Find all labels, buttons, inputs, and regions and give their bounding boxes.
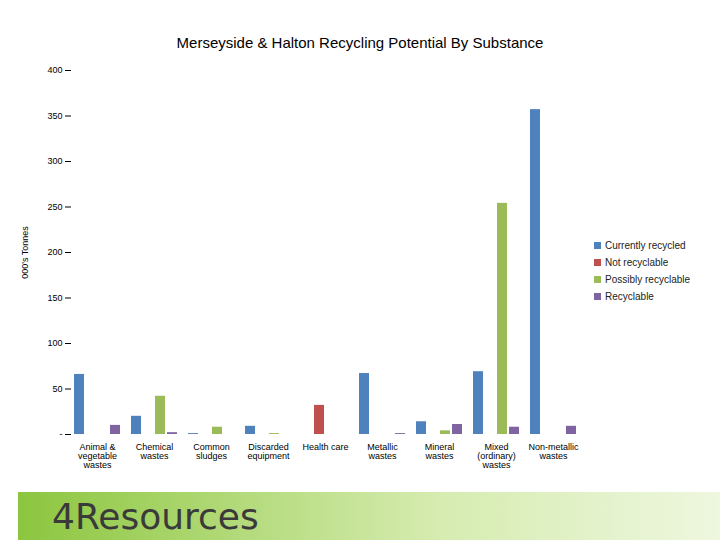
svg-text:150: 150	[47, 293, 62, 303]
svg-text:000's Tonnes: 000's Tonnes	[20, 226, 30, 279]
svg-text:300: 300	[47, 156, 62, 166]
svg-text:-: -	[60, 429, 63, 439]
html-text:4Resources: 4Resources	[52, 495, 259, 537]
html-text:Not recyclable: Not recyclable	[605, 257, 669, 268]
svg-text:Chemicalwastes: Chemicalwastes	[136, 442, 174, 461]
svg-text:50: 50	[52, 384, 62, 394]
svg-text:Non-metallicwastes: Non-metallicwastes	[528, 442, 579, 461]
svg-text:Discardedequipment: Discardedequipment	[247, 442, 290, 461]
svg-text:Mixed(ordinary)wastes: Mixed(ordinary)wastes	[477, 442, 516, 470]
html-text:Merseyside & Halton Recycling: Merseyside & Halton Recycling Potential …	[176, 34, 544, 51]
html-text:Recyclable: Recyclable	[605, 291, 654, 302]
svg-text:Animal &vegetablewastes: Animal &vegetablewastes	[78, 442, 117, 470]
svg-text:100: 100	[47, 338, 62, 348]
svg-text:250: 250	[47, 202, 62, 212]
html-text:Currently recycled: Currently recycled	[605, 240, 686, 251]
html-text:Possibly recyclable: Possibly recyclable	[605, 274, 690, 285]
svg-text:200: 200	[47, 247, 62, 257]
svg-text:Health care: Health care	[302, 442, 348, 452]
svg-text:Metallicwastes: Metallicwastes	[367, 442, 398, 461]
svg-text:400: 400	[47, 65, 62, 75]
svg-text:Commonsludges: Commonsludges	[193, 442, 230, 461]
svg-text:350: 350	[47, 111, 62, 121]
svg-text:Mineralwastes: Mineralwastes	[424, 442, 454, 461]
